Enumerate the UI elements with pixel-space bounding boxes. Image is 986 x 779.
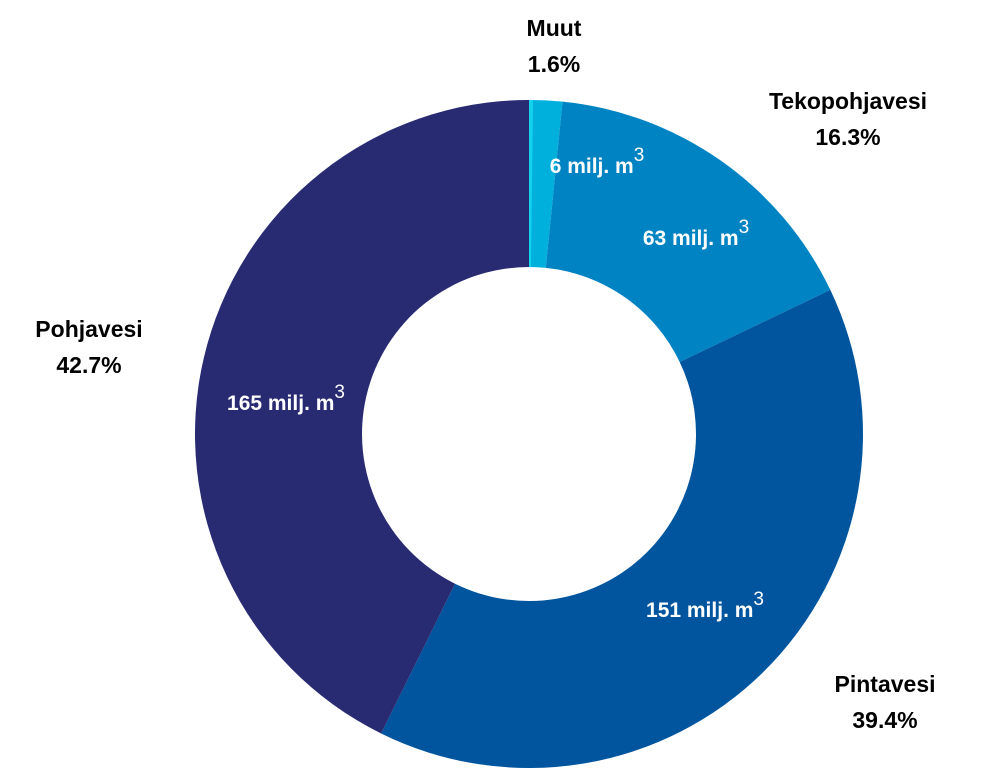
value-pohjavesi: 165 milj. m3: [227, 383, 345, 416]
slice-percent: 1.6%: [527, 51, 581, 77]
value-pintavesi: 151 milj. m3: [646, 590, 764, 623]
label-pintavesi: Pintavesi 39.4%: [835, 666, 936, 738]
slice-percent: 42.7%: [56, 352, 122, 378]
value-text: 63 milj. m: [642, 227, 739, 250]
value-unit-exponent: 3: [633, 145, 645, 166]
value-text: 151 milj. m: [646, 599, 754, 622]
label-pohjavesi: Pohjavesi 42.7%: [35, 311, 142, 383]
slice-percent: 16.3%: [815, 124, 881, 150]
slice-name: Pintavesi: [834, 671, 936, 697]
value-unit-exponent: 3: [738, 217, 750, 238]
value-unit-exponent: 3: [753, 589, 764, 610]
label-muut: Muut 1.6%: [527, 10, 582, 82]
slice-accent-strip: [529, 100, 534, 268]
slice-muut: [529, 100, 563, 268]
value-unit-exponent: 3: [334, 382, 345, 403]
slice-name: Pohjavesi: [35, 316, 143, 342]
label-tekopohjavesi: Tekopohjavesi 16.3%: [769, 83, 927, 155]
slice-percent: 39.4%: [852, 707, 918, 733]
slice-pohjavesi: [195, 100, 529, 734]
value-tekopohjavesi: 63 milj. m3: [642, 218, 749, 251]
slice-name: Muut: [526, 15, 582, 41]
slice-name: Tekopohjavesi: [768, 88, 928, 114]
value-text: 165 milj. m: [227, 392, 335, 415]
slice-pintavesi: [381, 289, 863, 768]
value-text: 6 milj. m: [549, 155, 634, 178]
slice-tekopohjavesi: [545, 101, 831, 362]
value-muut: 6 milj. m3: [549, 146, 645, 179]
